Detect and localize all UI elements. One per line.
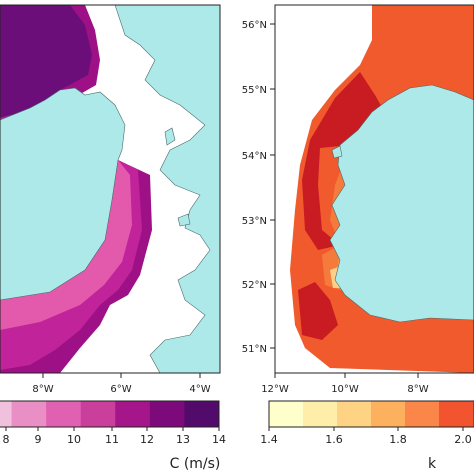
left-colorbar-segment bbox=[149, 401, 185, 427]
left-colorbar-segment bbox=[0, 401, 13, 427]
right-x-tick-label: 12°W bbox=[261, 384, 289, 395]
left-colorbar-tick-label: 13 bbox=[176, 433, 190, 446]
right-colorbar-tick-label: 2.0 bbox=[454, 433, 472, 446]
right-y-tick-label: 53°N bbox=[242, 216, 267, 227]
right-colorbar-segment bbox=[371, 401, 406, 427]
left-map-panel: 8°W 6°W 4°W bbox=[0, 4, 221, 395]
left-britain-land bbox=[114, 5, 220, 373]
left-ireland-land bbox=[0, 87, 126, 301]
right-colorbar-segment bbox=[405, 401, 440, 427]
left-x-tick-label: 8°W bbox=[32, 384, 53, 395]
right-achill-land bbox=[331, 145, 343, 159]
left-map-frame bbox=[0, 4, 221, 374]
right-y-tick-label: 56°N bbox=[242, 20, 267, 31]
left-colorbar-tick-label: 11 bbox=[105, 433, 119, 446]
left-colorbar-segment bbox=[115, 401, 151, 427]
right-colorbar-tick-label: 1.8 bbox=[389, 433, 407, 446]
right-x-tick-label: 8°W bbox=[407, 384, 428, 395]
right-y-tick-label: 54°N bbox=[242, 151, 267, 162]
left-colorbar-tick-label: 14 bbox=[212, 433, 226, 446]
left-colorbar-tick-label: 8 bbox=[3, 433, 10, 446]
left-speed-north-band bbox=[0, 5, 92, 118]
right-colorbar-segment bbox=[303, 401, 338, 427]
right-x-tick-label: 10°W bbox=[331, 384, 359, 395]
left-x-tick-label: 4°W bbox=[189, 384, 210, 395]
right-colorbar-tick-label: 1.4 bbox=[260, 433, 278, 446]
left-colorbar-segment bbox=[184, 401, 220, 427]
left-colorbar-tick-label: 10 bbox=[67, 433, 81, 446]
right-y-tick-label: 55°N bbox=[242, 85, 267, 96]
right-y-tick-label: 51°N bbox=[242, 344, 267, 355]
right-k-deep-south bbox=[298, 282, 338, 340]
right-colorbar-segment bbox=[269, 401, 304, 427]
right-colorbar-frame bbox=[268, 400, 474, 428]
right-colorbar: 1.4 1.6 1.8 2.0 bbox=[260, 400, 474, 446]
right-y-axis: 56°N 55°N 54°N 53°N 52°N 51°N bbox=[242, 20, 275, 355]
right-colorbar-segment bbox=[439, 401, 474, 427]
left-isle-of-man-land bbox=[164, 127, 176, 146]
right-colorbar-label: k bbox=[428, 456, 437, 472]
left-colorbar-segment bbox=[11, 401, 47, 427]
left-colorbar-tick-label: 9 bbox=[35, 433, 42, 446]
left-x-tick-label: 6°W bbox=[110, 384, 131, 395]
left-speed-inner-band bbox=[0, 160, 132, 330]
left-colorbar-segment bbox=[80, 401, 116, 427]
left-colorbar-tick-label: 12 bbox=[140, 433, 154, 446]
left-colorbar-segment bbox=[46, 401, 82, 427]
left-anglesey-land bbox=[177, 213, 191, 227]
right-colorbar-tick-label: 1.6 bbox=[325, 433, 343, 446]
right-colorbar-segment bbox=[337, 401, 372, 427]
right-map-panel: 12°W 10°W 8°W 56°N 55°N 54°N 53°N 52°N 51°N bbox=[242, 4, 474, 395]
right-x-axis: 12°W 10°W 8°W bbox=[261, 373, 429, 395]
right-map-frame bbox=[274, 4, 474, 374]
left-x-axis: 8°W 6°W 4°W bbox=[32, 373, 211, 395]
left-colorbar: 8 9 10 11 12 13 14 bbox=[0, 400, 226, 446]
left-colorbar-frame bbox=[0, 400, 220, 428]
right-y-tick-label: 52°N bbox=[242, 280, 267, 291]
left-colorbar-label: C (m/s) bbox=[170, 456, 221, 472]
right-ireland-land bbox=[329, 84, 474, 323]
